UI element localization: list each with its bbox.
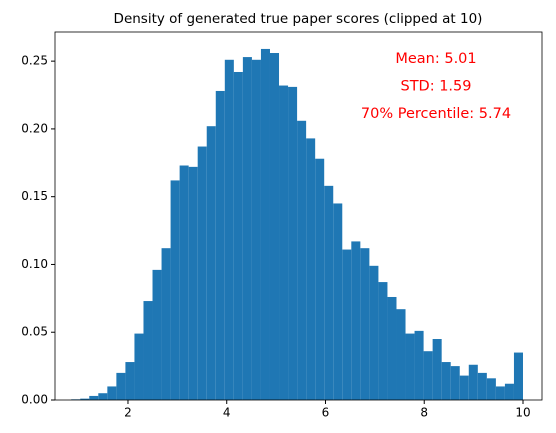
annotation: Mean: 5.01 — [395, 51, 476, 67]
bar — [279, 85, 289, 400]
bar — [288, 86, 298, 401]
bar — [242, 57, 252, 401]
bar — [387, 296, 397, 400]
bar — [468, 364, 478, 400]
bar — [351, 241, 361, 400]
bar — [161, 248, 171, 400]
bar — [396, 309, 406, 400]
bar — [134, 333, 144, 400]
bar — [486, 378, 496, 400]
bar — [513, 352, 523, 400]
bar — [459, 375, 469, 400]
bar — [269, 53, 280, 400]
bar — [306, 138, 316, 400]
y-tick-label: 0.00 — [21, 393, 48, 407]
bar — [450, 366, 460, 400]
bar — [170, 180, 180, 400]
bar — [233, 71, 243, 401]
bar — [333, 203, 343, 400]
bar — [360, 248, 370, 400]
bar — [495, 386, 505, 400]
bar — [224, 59, 234, 400]
bar — [297, 120, 307, 400]
bar — [89, 395, 99, 400]
chart-title: Density of generated true paper scores (… — [114, 11, 483, 27]
x-tick-label: 8 — [420, 406, 428, 420]
bar — [423, 351, 433, 400]
bar — [116, 372, 126, 400]
bar — [378, 282, 388, 400]
bar — [504, 383, 514, 400]
bar — [215, 90, 225, 400]
annotation: 70% Percentile: 5.74 — [361, 106, 511, 122]
bar — [179, 165, 189, 400]
y-tick-label: 0.05 — [21, 325, 48, 339]
y-tick-label: 0.10 — [21, 257, 48, 271]
bar — [206, 126, 216, 400]
x-tick-label: 10 — [515, 406, 530, 420]
x-tick-label: 2 — [124, 406, 132, 420]
bar — [98, 393, 108, 400]
bar — [80, 398, 90, 400]
bar — [369, 265, 379, 400]
y-tick-label: 0.20 — [21, 121, 48, 135]
x-tick-label: 6 — [322, 406, 330, 420]
bar — [188, 166, 198, 400]
bar — [125, 362, 135, 400]
bar — [152, 269, 162, 400]
bar — [260, 48, 270, 401]
bar — [414, 330, 424, 400]
y-tick-label: 0.25 — [21, 54, 48, 68]
x-tick-label: 4 — [223, 406, 231, 420]
bar — [197, 146, 207, 400]
bar — [441, 362, 451, 400]
bar — [251, 59, 261, 400]
bar — [477, 372, 487, 400]
y-tick-label: 0.15 — [21, 189, 48, 203]
bar — [405, 333, 415, 400]
bar — [315, 158, 325, 400]
bar — [107, 386, 117, 400]
annotation: STD: 1.59 — [400, 79, 471, 95]
bar — [432, 339, 442, 400]
bar — [324, 185, 334, 400]
bar — [342, 249, 352, 400]
plot-frame — [54, 31, 543, 401]
bar — [143, 301, 153, 400]
